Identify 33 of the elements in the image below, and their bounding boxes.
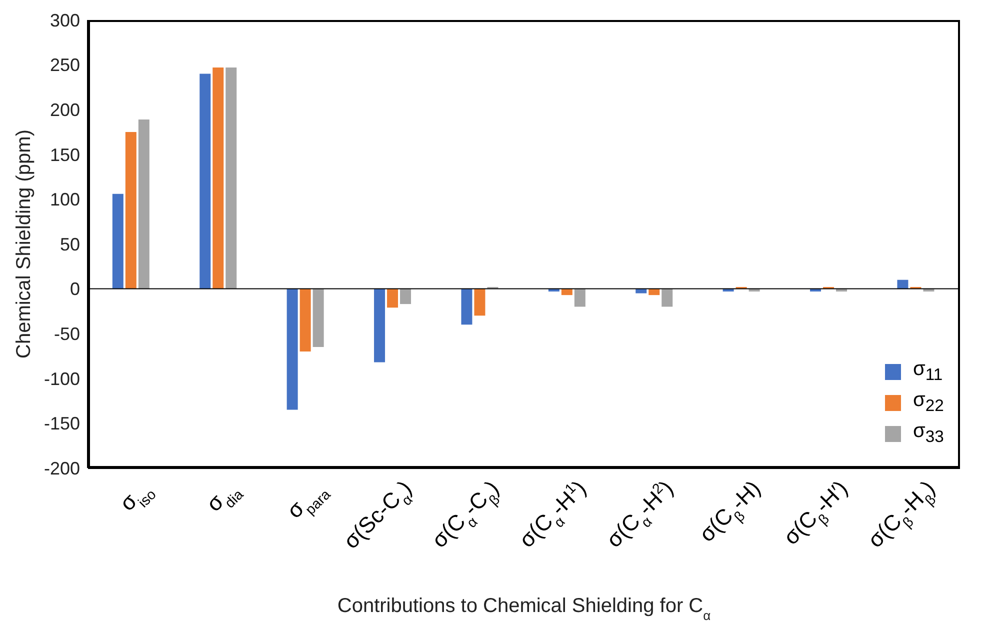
- y-tick-label: 50: [60, 234, 80, 254]
- y-tick-label: -50: [54, 324, 80, 344]
- y-tick-label: -100: [44, 368, 80, 389]
- bar: [574, 288, 586, 307]
- y-tick-label: 0: [70, 279, 80, 300]
- bar: [461, 288, 472, 325]
- bar: [286, 288, 298, 410]
- y-tick-label: -200: [44, 458, 80, 478]
- bar: [125, 132, 136, 289]
- legend-label: σ$_{33}$: [913, 420, 944, 447]
- bar: [400, 288, 412, 304]
- bar: [112, 194, 124, 289]
- bar: [200, 74, 211, 289]
- bar: [138, 119, 150, 289]
- bar: [212, 67, 224, 289]
- y-tick-label: 300: [50, 10, 80, 30]
- bar: [226, 67, 237, 289]
- bar: [374, 288, 386, 362]
- y-tick-label: 250: [50, 55, 80, 76]
- y-tick-label: 200: [50, 100, 80, 120]
- bar: [312, 288, 324, 348]
- legend-label: σ$_{11}$: [913, 358, 943, 385]
- y-tick-label: 100: [50, 190, 80, 210]
- bar: [300, 288, 311, 352]
- bar: [474, 288, 486, 316]
- bar: [662, 288, 673, 307]
- y-tick-label: -150: [44, 414, 80, 434]
- y-tick-label: 150: [50, 144, 80, 165]
- x-axis-title: Contributions to Chemical Shielding for C$_{α}$: [337, 595, 712, 622]
- bar: [897, 280, 908, 289]
- y-axis-title: Chemical Shielding (ppm): [13, 130, 35, 358]
- legend-label: σ$_{22}$: [913, 389, 944, 416]
- bar: [387, 288, 398, 308]
